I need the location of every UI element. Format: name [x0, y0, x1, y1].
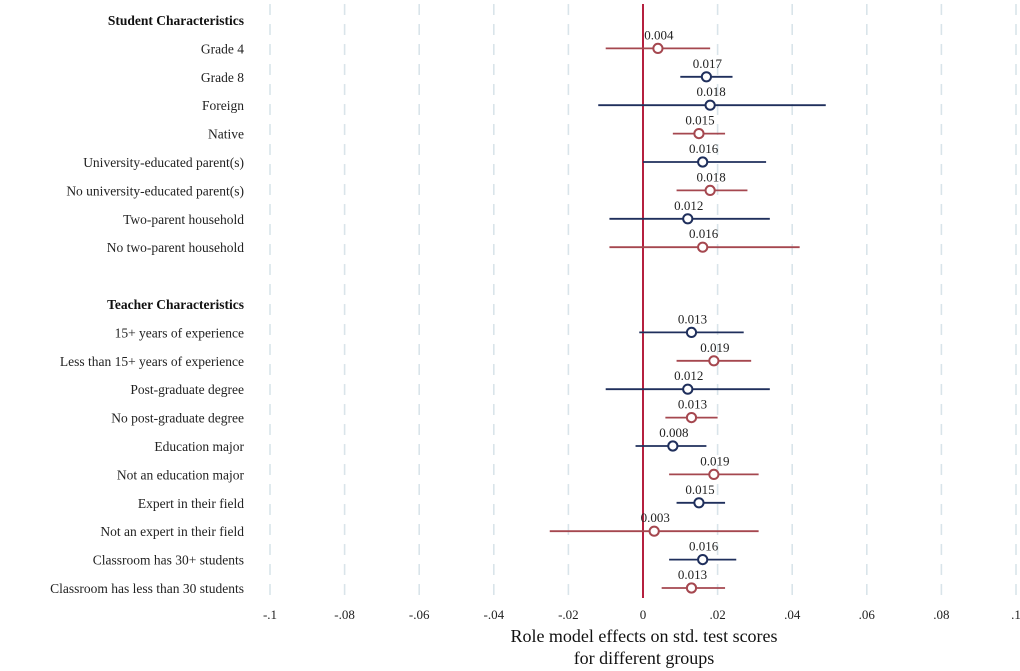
row-label: Less than 15+ years of experience: [60, 354, 244, 369]
group-header: Student Characteristics: [108, 13, 244, 28]
x-tick-label: -.06: [409, 607, 430, 622]
point-estimate: [708, 355, 720, 367]
point-estimate: [685, 412, 698, 424]
estimate-row: Not an education major 0.019: [117, 453, 759, 482]
estimate-label: 0.016: [689, 226, 719, 241]
estimate-row: Foreign 0.018: [202, 84, 826, 113]
estimate-row: Expert in their field 0.015: [138, 482, 726, 511]
row-label: Not an education major: [117, 467, 245, 482]
estimate-label: 0.018: [697, 169, 726, 184]
row-label: Grade 8: [201, 70, 244, 85]
row-label: Two-parent household: [123, 212, 244, 227]
point-estimate: [682, 383, 694, 395]
point-estimate: [697, 241, 709, 253]
x-axis: -.1 -.08 -.06 -.04 -.02 0 .02 .04 .06 .08 .1: [263, 607, 1020, 622]
estimate-label: 0.019: [700, 453, 729, 468]
point-estimate: [685, 582, 698, 594]
point-estimate: [704, 184, 716, 196]
estimate-row: Two-parent household 0.012: [123, 198, 770, 227]
x-tick-label: .08: [933, 607, 949, 622]
estimate-row: Education major 0.008: [154, 425, 707, 454]
row-label: Grade 4: [201, 41, 244, 56]
x-tick-label: 0: [640, 607, 647, 622]
x-tick-label: -.08: [334, 607, 355, 622]
row-label: Not an expert in their field: [100, 524, 244, 539]
x-tick-label: .06: [859, 607, 876, 622]
estimate-label: 0.012: [674, 368, 703, 383]
point-estimate: [652, 42, 664, 55]
estimate-label: 0.017: [693, 56, 723, 71]
row-label: Foreign: [202, 98, 244, 113]
point-estimate: [704, 99, 716, 111]
row-label: 15+ years of experience: [115, 325, 244, 340]
estimate-label: 0.019: [700, 340, 729, 355]
row-label: Classroom has less than 30 students: [50, 581, 244, 596]
point-estimate: [697, 156, 709, 168]
row-label: No two-parent household: [107, 240, 244, 255]
estimate-label: 0.013: [678, 311, 707, 326]
estimate-label: 0.016: [689, 141, 719, 156]
row-label: Post-graduate degree: [130, 382, 244, 397]
point-estimate: [697, 554, 709, 566]
estimate-row: Not an expert in their field 0.003: [100, 510, 759, 539]
point-estimate: [693, 497, 705, 509]
x-tick-label: .04: [784, 607, 801, 622]
estimate-row: 15+ years of experience 0.013: [115, 311, 744, 340]
row-label: Expert in their field: [138, 496, 244, 511]
row-label: Education major: [154, 439, 244, 454]
x-tick-label: .02: [709, 607, 725, 622]
row-label: No university-educated parent(s): [66, 183, 244, 198]
x-tick-label: -.02: [558, 607, 579, 622]
point-estimate: [685, 326, 698, 338]
estimate-row: Grade 8 0.017: [201, 56, 733, 85]
estimate-row: Native 0.015: [208, 113, 726, 142]
estimate-row: University-educated parent(s) 0.016: [83, 141, 767, 170]
estimate-label: 0.015: [685, 482, 714, 497]
estimate-label: 0.004: [644, 27, 674, 42]
estimate-row: No two-parent household 0.016: [107, 226, 800, 255]
estimate-label: 0.012: [674, 198, 703, 213]
x-tick-label: -.1: [263, 607, 277, 622]
estimate-row: Classroom has less than 30 students 0.013: [50, 567, 726, 596]
x-axis-label-line-2: for different groups: [574, 648, 715, 668]
point-estimate: [700, 71, 713, 83]
estimate-label: 0.008: [659, 425, 688, 440]
estimate-label: 0.018: [697, 84, 726, 99]
estimate-label: 0.016: [689, 539, 719, 554]
x-tick-label: .1: [1011, 607, 1020, 622]
row-label: No post-graduate degree: [111, 411, 244, 426]
point-estimate: [682, 213, 694, 225]
estimate-label: 0.003: [641, 510, 670, 525]
group-header: Teacher Characteristics: [107, 297, 244, 312]
estimate-row: No university-educated parent(s) 0.018: [66, 169, 748, 198]
estimate-row: Post-graduate degree 0.012: [130, 368, 770, 397]
row-label: Classroom has 30+ students: [93, 553, 244, 568]
estimate-row: Classroom has 30+ students 0.016: [93, 539, 737, 568]
row-label: University-educated parent(s): [83, 155, 244, 170]
point-estimate: [708, 468, 720, 480]
x-tick-label: -.04: [484, 607, 505, 622]
x-axis-label-line-1: Role model effects on std. test scores: [510, 626, 777, 646]
point-estimate: [648, 525, 660, 537]
estimate-row: No post-graduate degree 0.013: [111, 397, 718, 426]
estimate-label: 0.013: [678, 397, 707, 412]
estimate-label: 0.013: [678, 567, 707, 582]
point-estimate: [667, 440, 679, 452]
estimate-label: 0.015: [685, 113, 714, 128]
point-estimate: [693, 128, 705, 140]
estimate-row: Less than 15+ years of experience 0.019: [60, 340, 752, 369]
estimate-row: Grade 4 0.004: [201, 27, 711, 56]
row-label: Native: [208, 127, 244, 142]
